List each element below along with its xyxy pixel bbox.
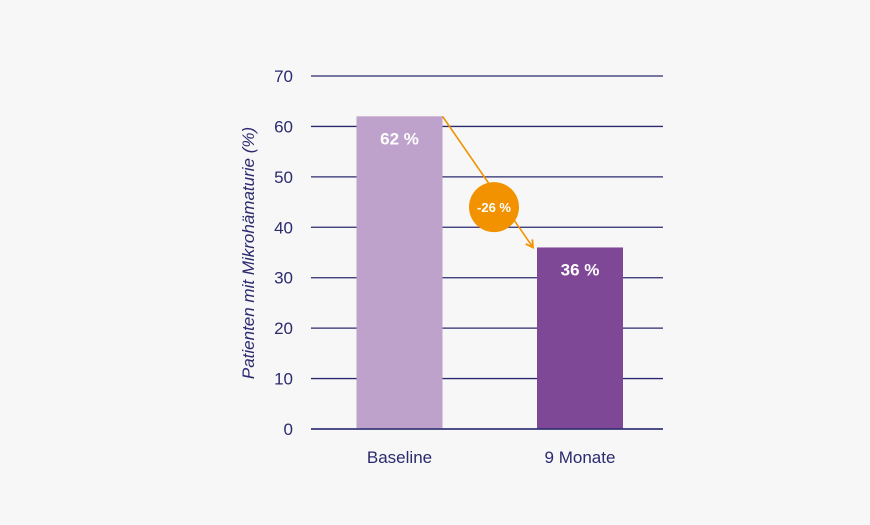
y-tick-label-60: 60	[274, 117, 293, 136]
change-badge	[469, 182, 519, 233]
y-tick-label-40: 40	[274, 218, 293, 237]
bar-baseline	[356, 116, 443, 429]
y-tick-label-0: 0	[284, 420, 293, 439]
y-axis-title: Patienten mit Mikrohämaturie (%)	[239, 127, 258, 379]
bar-9-monate	[537, 247, 623, 429]
x-tick-label-0: Baseline	[367, 448, 432, 467]
change-arrow	[441, 115, 535, 249]
x-tick-label-1: 9 Monate	[545, 448, 616, 467]
y-tick-label-70: 70	[274, 67, 293, 86]
bar-value-label-1: 36 %	[561, 260, 600, 279]
y-tick-label-10: 10	[274, 370, 293, 389]
bar-value-label-0: 62 %	[380, 129, 419, 148]
y-tick-label-20: 20	[274, 319, 293, 338]
y-tick-label-50: 50	[274, 168, 293, 187]
y-tick-label-30: 30	[274, 269, 293, 288]
change-badge-label: -26 %	[477, 200, 511, 215]
